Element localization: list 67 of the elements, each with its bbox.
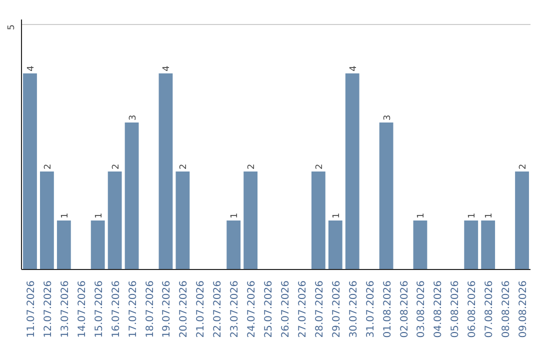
bar [515,171,529,270]
bar [176,171,190,270]
bar [56,220,71,270]
data-label: 1 [484,212,495,218]
data-label: 2 [518,164,529,170]
x-tick-label: 25.07.2026 [264,280,275,338]
x-tick-label: 31.07.2026 [365,280,376,338]
x-tick-label: 15.07.2026 [94,280,105,338]
data-label: 2 [43,164,54,170]
data-label: 3 [382,114,393,120]
bar [345,73,360,270]
bar [90,220,105,270]
data-label: 4 [348,65,359,72]
bar [464,220,478,270]
data-label: 2 [111,164,122,170]
data-label: 2 [314,164,325,170]
data-label: 1 [60,212,70,218]
data-label: 3 [128,114,138,120]
x-tick-label: 20.07.2026 [178,280,190,338]
x-tick-label: 18.07.2026 [144,280,156,338]
data-label: 1 [94,212,104,218]
x-tick-label: 19.07.2026 [162,280,173,338]
x-tick-label: 22.07.2026 [212,280,224,338]
data-label: 4 [162,65,172,72]
x-tick-label: 29.07.2026 [331,280,342,338]
data-label: 1 [416,212,427,218]
x-tick-label: 05.08.2026 [450,280,462,338]
x-tick-label: 03.08.2026 [416,280,428,338]
x-tick-label: 30.07.2026 [348,280,360,338]
bar [40,171,54,270]
x-tick-label: 02.08.2026 [399,280,410,338]
x-tick-label: 21.07.2026 [196,280,207,338]
bar [379,122,394,270]
data-label: 1 [468,212,478,218]
x-tick-label: 07.08.2026 [484,280,496,338]
bar [413,220,428,270]
y-tick-label: 5 [7,24,17,30]
x-tick-label: 28.07.2026 [314,280,326,338]
x-tick-label: 11.07.2026 [26,280,37,338]
bar [226,220,241,270]
x-tick-label: 16.07.2026 [110,280,122,338]
bar [108,171,122,270]
x-tick-label: 06.08.2026 [467,280,478,338]
x-tick-label: 01.08.2026 [382,280,394,338]
x-tick-label: 23.07.2026 [230,280,241,338]
data-label: 2 [247,164,258,170]
bar [481,220,496,270]
x-tick-label: 24.07.2026 [246,280,258,338]
data-label: 2 [179,164,190,170]
bar [124,122,139,270]
x-tick-label: 14.07.2026 [76,280,88,338]
x-tick-label: 17.07.2026 [128,280,139,338]
bar [311,171,326,270]
data-label: 4 [26,65,36,72]
x-tick-label: 04.08.2026 [433,280,444,338]
x-tick-label: 09.08.2026 [518,280,530,338]
bar [328,220,342,270]
bar [244,171,258,270]
bar [158,73,173,270]
x-tick-label: 12.07.2026 [42,280,54,338]
x-tick-label: 08.08.2026 [501,280,512,338]
data-label: 1 [230,212,240,218]
x-tick-label: 27.07.2026 [297,280,308,338]
data-label: 1 [332,212,342,218]
bar [23,73,37,270]
x-tick-label: 13.07.2026 [60,280,71,338]
x-tick-label: 26.07.2026 [280,280,292,338]
